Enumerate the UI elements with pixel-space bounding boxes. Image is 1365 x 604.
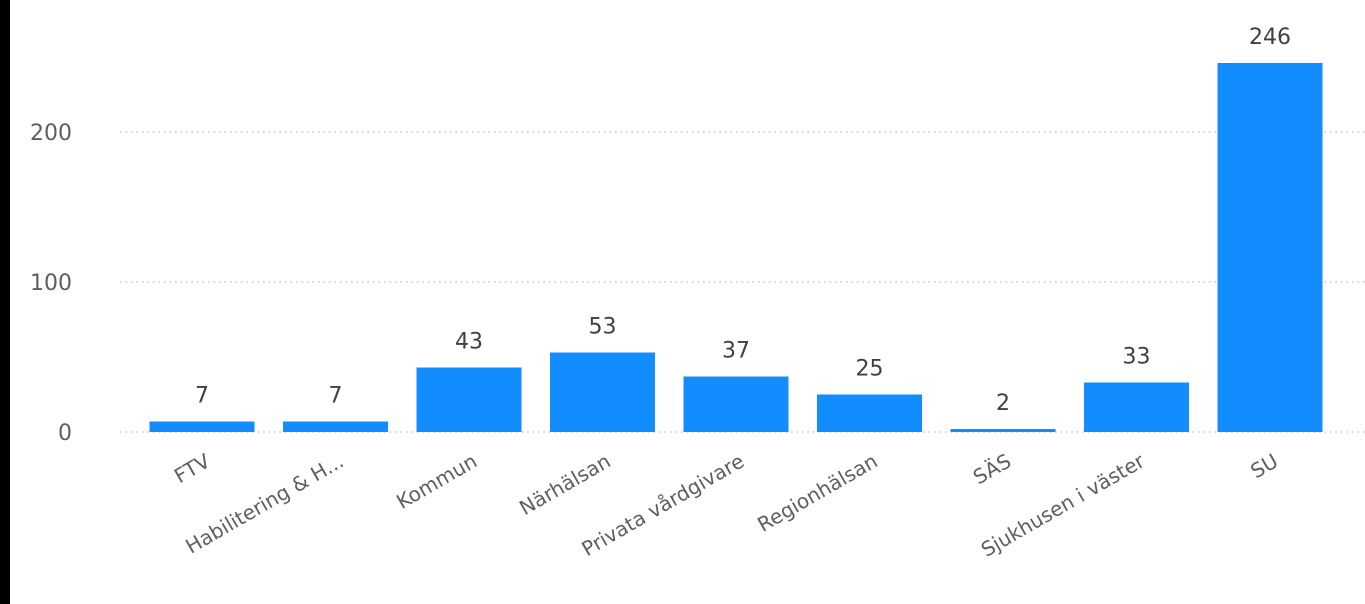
x-category-label: SU (1246, 449, 1282, 483)
bar[interactable] (950, 429, 1056, 432)
data-label: 25 (856, 357, 884, 382)
bar[interactable] (1084, 382, 1189, 433)
y-tick-label: 100 (30, 271, 72, 296)
bar[interactable] (1217, 63, 1323, 432)
data-label: 53 (589, 315, 617, 340)
data-labels: 7 7 43 53 37 25 2 33 246 (195, 25, 1291, 416)
data-label: 43 (455, 330, 483, 355)
y-tick-label: 200 (30, 121, 72, 146)
x-category-label: Regionhälsan (753, 449, 881, 537)
chart-frame: 0 100 200 7 7 43 53 37 25 2 33 246 FTV Habilitering… (10, 0, 1365, 604)
bar[interactable] (550, 352, 655, 433)
bar[interactable] (817, 394, 922, 433)
x-category-label: Närhälsan (515, 449, 614, 520)
bar[interactable] (416, 367, 522, 433)
bars (149, 63, 1323, 433)
data-label: 7 (195, 384, 209, 409)
data-label: 2 (996, 391, 1010, 416)
y-tick-label: 0 (58, 421, 72, 446)
data-label: 7 (329, 384, 343, 409)
bar[interactable] (283, 421, 388, 433)
x-category-label: Kommun (392, 449, 481, 514)
bar[interactable] (149, 421, 255, 433)
data-label: 33 (1123, 345, 1151, 370)
y-axis-ticks: 0 100 200 (30, 121, 72, 446)
data-label: 246 (1249, 25, 1291, 50)
x-category-label: FTV (170, 449, 214, 488)
x-category-label: SÄS (969, 449, 1015, 490)
data-label: 37 (722, 339, 750, 364)
bar[interactable] (683, 376, 789, 433)
